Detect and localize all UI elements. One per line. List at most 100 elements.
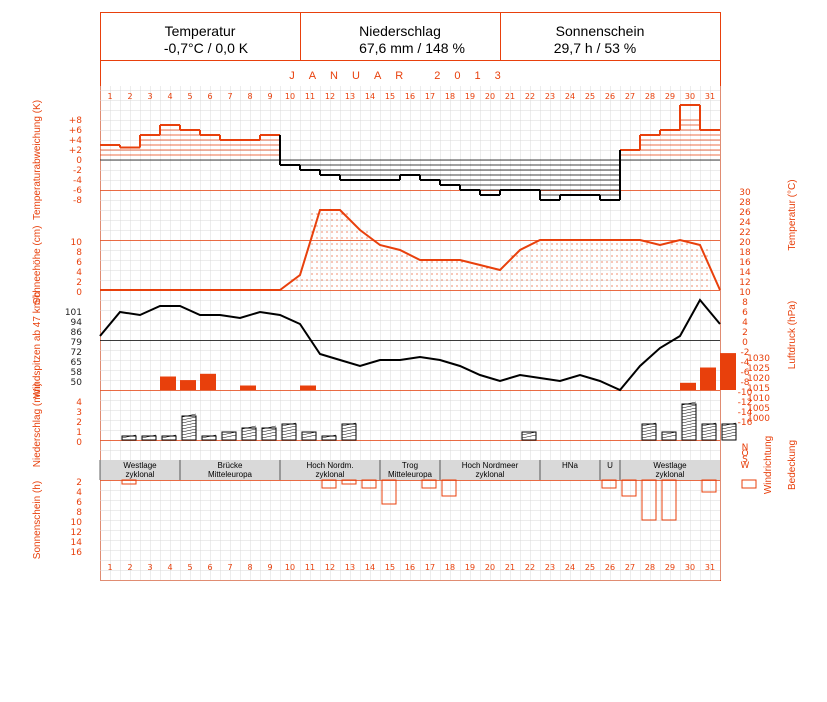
- snow-dot: [531, 255, 533, 257]
- snow-dot: [441, 279, 443, 281]
- day-label: 19: [465, 92, 475, 101]
- snow-dot: [306, 279, 308, 281]
- snow-dot: [391, 273, 393, 275]
- snow-dot: [536, 273, 538, 275]
- day-label: 8: [247, 563, 252, 572]
- precip-hatch: [681, 401, 697, 406]
- snow-dot: [366, 267, 368, 269]
- snow-dot: [316, 213, 318, 215]
- snow-dot: [341, 261, 343, 263]
- snow-dot: [346, 279, 348, 281]
- day-label: 5: [187, 92, 192, 101]
- snow-dot: [701, 273, 703, 275]
- snow-dot: [621, 243, 623, 245]
- snow-dot: [331, 261, 333, 263]
- snow-dot: [541, 273, 543, 275]
- snow-dot: [681, 285, 683, 287]
- snow-dot: [356, 279, 358, 281]
- snow-dot: [641, 267, 643, 269]
- snow-dot: [621, 249, 623, 251]
- snow-dot: [621, 285, 623, 287]
- snow-dot: [626, 243, 628, 245]
- precip-hatch: [681, 434, 697, 439]
- snow-dot: [356, 261, 358, 263]
- snow-dot: [351, 249, 353, 251]
- snow-dot: [386, 255, 388, 257]
- snow-dot: [661, 267, 663, 269]
- snow-dot: [381, 255, 383, 257]
- snow-dot: [676, 285, 678, 287]
- temp-tick: 20: [739, 238, 751, 248]
- tdev-tick: -2: [73, 166, 82, 176]
- day-label: 19: [465, 563, 475, 572]
- precip-hatch: [721, 431, 737, 436]
- snow-dot: [311, 243, 313, 245]
- snow-dot: [526, 261, 528, 263]
- snow-dot: [496, 273, 498, 275]
- day-label: 27: [625, 563, 635, 572]
- snow-dot: [521, 261, 523, 263]
- snow-depth-series: [100, 209, 721, 291]
- snow-dot: [691, 261, 693, 263]
- snow-dot: [406, 261, 408, 263]
- snow-dot: [371, 279, 373, 281]
- day-label: 20: [485, 563, 495, 572]
- snow-dot: [691, 279, 693, 281]
- snow-dot: [546, 267, 548, 269]
- snow-dot: [611, 273, 613, 275]
- wind-direction-tick: S: [742, 455, 748, 465]
- snow-dot: [636, 261, 638, 263]
- ylabel-precip: Niederschlag (mm): [32, 383, 43, 467]
- sunshine-bar: [321, 479, 337, 489]
- weather-type-label: Hoch Nordmeer zyklonal: [462, 461, 519, 479]
- snow-dot: [501, 285, 503, 287]
- snow-dot: [331, 285, 333, 287]
- snow-dot: [671, 255, 673, 257]
- snow-dot: [616, 267, 618, 269]
- snow-dot: [376, 285, 378, 287]
- day-label: 7: [227, 92, 232, 101]
- sunshine-tick: 14: [71, 538, 83, 548]
- snow-dot: [316, 273, 318, 275]
- snow-dot: [616, 243, 618, 245]
- precip-bar: [181, 415, 197, 441]
- tdev-tick: +8: [69, 116, 83, 126]
- snow-dot: [606, 273, 608, 275]
- snow-dot: [336, 267, 338, 269]
- snow-tick: 4: [76, 268, 82, 278]
- snow-dot: [481, 273, 483, 275]
- snow-dot: [366, 237, 368, 239]
- snow-dot: [346, 267, 348, 269]
- snow-dot: [316, 261, 318, 263]
- precip-hatch: [241, 425, 257, 430]
- day-axis-bottom: 1 2 3 4 5 6 7 8 9 10 11 12 13 14 15 16 17 18 19 20 21 22 23 24 2…: [107, 563, 715, 572]
- snow-dot: [456, 279, 458, 281]
- panel-separators: [100, 190, 720, 481]
- snow-dot: [351, 267, 353, 269]
- snow-dot: [601, 243, 603, 245]
- snow-dot: [446, 267, 448, 269]
- precip-hatch: [221, 431, 237, 436]
- day-label: 28: [645, 563, 655, 572]
- snow-dot: [586, 261, 588, 263]
- snow-dot: [346, 285, 348, 287]
- sunshine-tick: 10: [71, 518, 83, 528]
- day-label: 31: [705, 563, 715, 572]
- snow-dot: [476, 273, 478, 275]
- snow-dot: [356, 243, 358, 245]
- snow-dot: [366, 273, 368, 275]
- precip-hatch: [321, 434, 337, 439]
- snow-dot: [341, 249, 343, 251]
- precip-hatch: [281, 431, 297, 436]
- snow-dot: [526, 279, 528, 281]
- snow-dot: [566, 261, 568, 263]
- snow-dot: [491, 273, 493, 275]
- snow-dot: [636, 279, 638, 281]
- temp-tick: 28: [739, 198, 751, 208]
- snow-dot: [686, 243, 688, 245]
- precip-tick: 0: [76, 438, 82, 448]
- snow-dot: [326, 231, 328, 233]
- precip-hatch: [641, 434, 657, 439]
- snow-dot: [366, 249, 368, 251]
- snow-dot: [706, 279, 708, 281]
